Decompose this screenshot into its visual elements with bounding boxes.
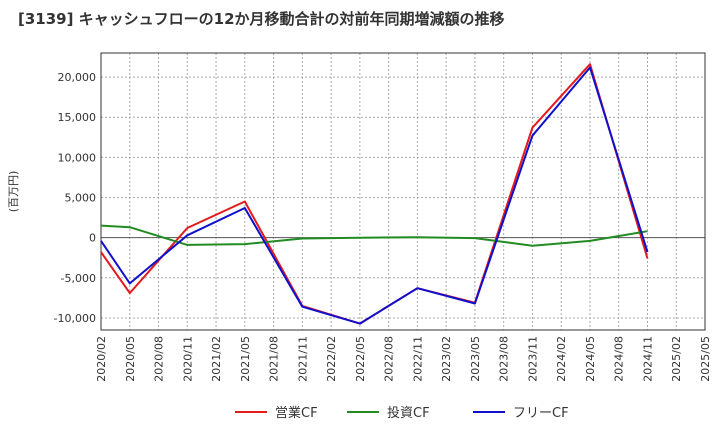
x-axis-ticks: 2020/02 2020/05 2020/08 2020/11 2021/02 2021/… [95, 336, 712, 382]
x-tick-label: 2024/11 [641, 336, 654, 382]
series-lines [100, 63, 649, 325]
x-tick-label: 2021/05 [239, 336, 252, 382]
y-axis-ticks: -10,000 -5,000 0 5,000 10,000 15,000 20,000 [54, 71, 96, 325]
legend-label: 投資CF [387, 405, 430, 421]
y-tick-label: -10,000 [54, 312, 96, 325]
plot-area [100, 52, 706, 331]
x-tick-label: 2023/02 [440, 336, 453, 382]
series-line-2 [100, 66, 649, 325]
x-tick-label: 2022/11 [411, 336, 424, 382]
x-tick-label: 2023/08 [498, 336, 511, 382]
x-tick-label: 2022/05 [354, 336, 367, 382]
x-tick-label: 2024/02 [555, 336, 568, 382]
y-tick-label: 20,000 [58, 71, 97, 84]
x-tick-label: 2022/02 [325, 336, 338, 382]
x-tick-label: 2020/05 [124, 336, 137, 382]
x-tick-label: 2024/08 [613, 336, 626, 382]
legend-label: フリーCF [513, 406, 569, 421]
series-line-0 [100, 63, 649, 325]
y-tick-label: 10,000 [58, 151, 97, 164]
x-tick-label: 2021/08 [268, 336, 281, 382]
legend-label: 営業CF [275, 405, 318, 421]
x-tick-label: 2020/02 [95, 336, 108, 382]
legend: 営業CF 投資CF フリーCF [235, 405, 569, 421]
x-tick-label: 2020/11 [181, 336, 194, 382]
x-tick-label: 2020/08 [153, 336, 166, 382]
y-axis-label: (百万円) [7, 171, 20, 213]
y-tick-label: 0 [89, 232, 96, 245]
x-tick-label: 2023/05 [469, 336, 482, 382]
x-tick-label: 2025/05 [699, 336, 712, 382]
x-tick-label: 2024/05 [584, 336, 597, 382]
series-line-1 [100, 224, 648, 247]
x-tick-label: 2025/02 [670, 336, 683, 382]
chart-title: [3139] キャッシュフローの12か月移動合計の対前年同期増減額の推移 [18, 10, 505, 28]
y-tick-label: -5,000 [61, 272, 96, 285]
x-tick-label: 2021/11 [296, 336, 309, 382]
x-tick-label: 2023/11 [526, 336, 539, 382]
grid-lines [100, 53, 706, 330]
y-tick-label: 5,000 [65, 192, 97, 205]
y-tick-label: 15,000 [58, 111, 97, 124]
x-tick-label: 2021/02 [210, 336, 223, 382]
x-tick-label: 2022/08 [383, 336, 396, 382]
